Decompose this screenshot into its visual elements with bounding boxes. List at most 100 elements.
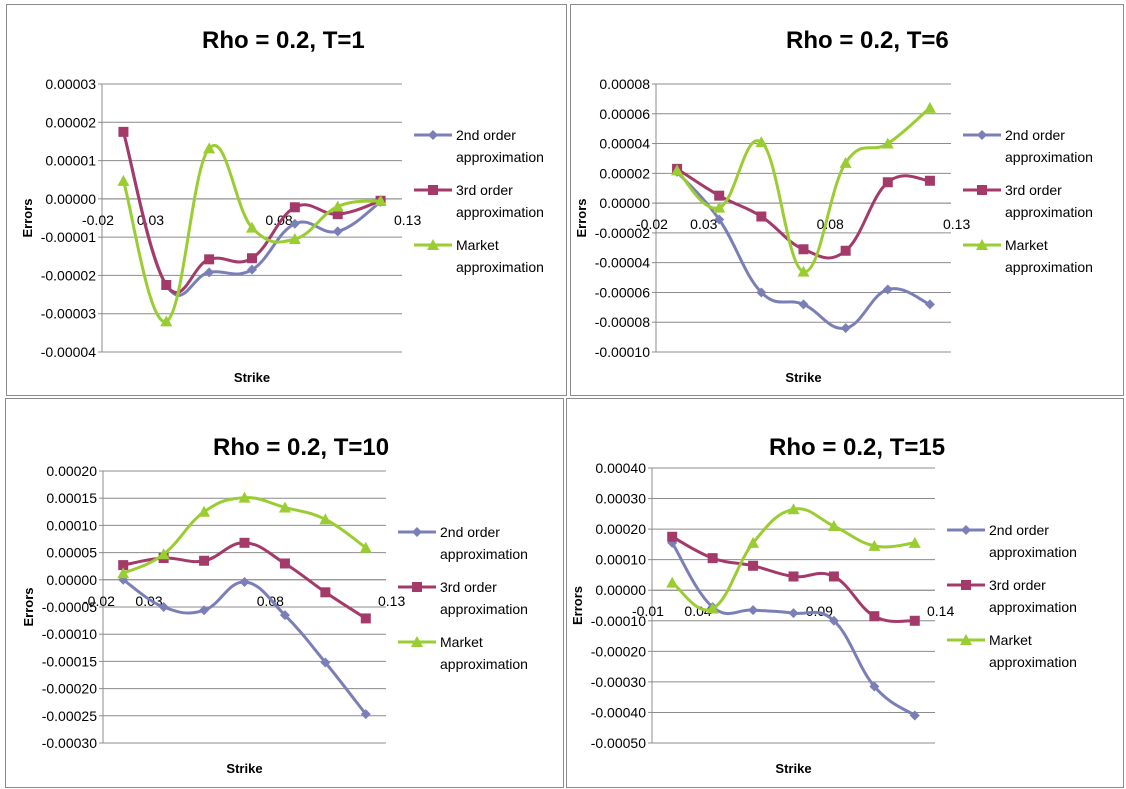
data-point <box>239 537 250 548</box>
legend-item-second: 2nd order approximation <box>947 522 1077 560</box>
y-tick-label: 0.00020 <box>595 521 646 537</box>
y-tick-label: -0.00001 <box>41 229 96 245</box>
y-tick-label: -0.00002 <box>595 225 650 241</box>
series-market <box>671 101 936 277</box>
data-point <box>332 226 343 237</box>
data-point <box>117 174 130 186</box>
y-tick-label: 0.00030 <box>595 491 646 507</box>
y-tick-label: -0.00030 <box>591 674 646 690</box>
y-tick-label: 0.00003 <box>45 76 96 92</box>
data-point <box>869 611 880 622</box>
data-point <box>908 536 921 548</box>
legend-marker <box>427 239 439 250</box>
legend-label-line2: approximation <box>989 544 1077 560</box>
y-tick-label: -0.00004 <box>41 344 96 360</box>
y-tick-label: 0.00001 <box>45 153 96 169</box>
series-second <box>118 574 371 720</box>
x-tick-label: 0.13 <box>378 593 405 609</box>
data-point <box>714 190 725 201</box>
data-point <box>881 137 894 149</box>
data-point <box>798 299 809 310</box>
data-point <box>882 284 893 295</box>
y-tick-label: -0.00025 <box>42 708 97 724</box>
y-tick-label: -0.00020 <box>591 643 646 659</box>
y-tick-label: -0.00050 <box>591 735 646 751</box>
series-market <box>666 503 921 614</box>
legend-label: 2nd order <box>440 524 500 540</box>
legend-label-line2: approximation <box>989 599 1077 615</box>
y-tick-label: -0.00020 <box>42 681 97 697</box>
x-tick-label: 0.04 <box>684 603 711 619</box>
legend-item-third: 3rd order approximation <box>947 577 1077 615</box>
legend-label-line2: approximation <box>440 656 528 672</box>
data-point <box>788 608 799 619</box>
data-point <box>707 553 718 564</box>
y-tick-label: 0.00006 <box>599 106 650 122</box>
data-point <box>288 233 301 245</box>
data-point <box>882 177 893 188</box>
chart-panel-t1: Rho = 0.2, T=1 0.00003 0.00002 0.00001 0.000… <box>6 4 567 396</box>
data-point <box>923 101 936 113</box>
data-point <box>278 501 291 513</box>
x-origin-label: -0.02 <box>82 212 114 228</box>
data-point <box>238 491 251 503</box>
series-market <box>117 142 387 327</box>
data-point <box>671 164 684 176</box>
data-point <box>239 576 250 587</box>
x-origin-label: -0.02 <box>83 593 115 609</box>
data-point <box>827 520 840 532</box>
x-tick-label: 0.13 <box>943 216 970 232</box>
x-axis-title: Strike <box>234 370 270 385</box>
y-axis-title: Errors <box>21 587 36 626</box>
y-tick-label: 0.00002 <box>599 165 650 181</box>
chart-svg: Rho = 0.2, T=1 0.00003 0.00002 0.00001 0.000… <box>20 27 544 385</box>
series-line <box>121 144 381 323</box>
legend-marker <box>976 239 988 250</box>
legend-marker <box>960 634 972 645</box>
data-point <box>158 602 169 612</box>
x-tick-label: 0.14 <box>927 603 954 619</box>
legend-item-second: 2nd order approximation <box>414 127 544 165</box>
legend-item-market: Market approximation <box>398 634 528 672</box>
y-tick-label: 0.00000 <box>45 191 96 207</box>
data-point <box>118 126 129 137</box>
legend-label: Market <box>440 634 483 650</box>
legend-label-line2: approximation <box>989 654 1077 670</box>
data-point <box>319 513 332 525</box>
data-point <box>118 574 129 585</box>
legend-label: 3rd order <box>989 577 1046 593</box>
data-point <box>840 245 851 256</box>
data-point <box>666 576 679 588</box>
y-axis-title: Errors <box>20 198 35 237</box>
legend-marker <box>428 130 438 140</box>
x-tick-label: 0.13 <box>394 212 421 228</box>
legend-marker <box>428 185 438 195</box>
legend-item-market: Market approximation <box>963 237 1093 275</box>
x-origin-label: -0.02 <box>636 216 668 232</box>
legend-item-market: Market approximation <box>414 237 544 275</box>
series-third <box>667 531 920 626</box>
data-point <box>839 156 852 168</box>
data-point <box>798 244 809 255</box>
legend-label-line2: approximation <box>440 546 528 562</box>
data-point <box>713 201 726 213</box>
data-point <box>667 531 678 542</box>
legend-marker <box>977 130 987 140</box>
y-axis-title: Errors <box>570 586 585 625</box>
legend-label: Market <box>1005 237 1048 253</box>
data-point <box>332 209 343 220</box>
data-point <box>828 571 839 582</box>
y-tick-label: -0.00004 <box>595 255 650 271</box>
legend-label-line2: approximation <box>456 259 544 275</box>
x-axis-title: Strike <box>226 761 262 776</box>
data-point <box>198 505 211 517</box>
series-second <box>667 537 920 721</box>
y-tick-label: 0.00000 <box>46 572 97 588</box>
legend-item-third: 3rd order approximation <box>398 579 528 617</box>
y-tick-label: -0.00006 <box>595 284 650 300</box>
x-axis-title: Strike <box>785 370 821 385</box>
y-tick-label: 0.00005 <box>46 545 97 561</box>
data-point <box>748 560 759 571</box>
legend-label: Market <box>456 237 499 253</box>
chart-panel-t10: Rho = 0.2, T=10 0.00020 0.00015 0.00010 0.00… <box>5 398 564 788</box>
